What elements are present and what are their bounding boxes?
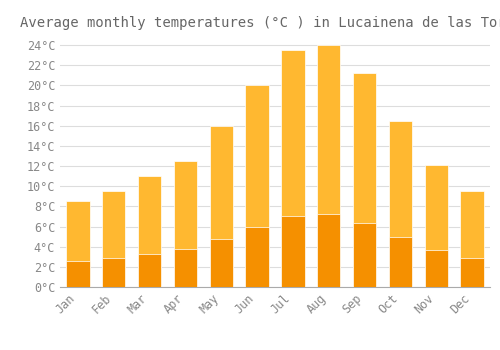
- Bar: [424, 165, 448, 287]
- Bar: [138, 254, 161, 287]
- Bar: [389, 121, 412, 287]
- Bar: [460, 191, 483, 287]
- Bar: [138, 176, 161, 287]
- Bar: [424, 250, 448, 287]
- Bar: [246, 226, 268, 287]
- Bar: [210, 239, 233, 287]
- Bar: [174, 161, 197, 287]
- Bar: [66, 201, 90, 287]
- Bar: [317, 215, 340, 287]
- Bar: [317, 45, 340, 287]
- Bar: [102, 191, 126, 287]
- Bar: [174, 249, 197, 287]
- Bar: [246, 85, 268, 287]
- Bar: [460, 258, 483, 287]
- Bar: [353, 223, 376, 287]
- Bar: [66, 261, 90, 287]
- Bar: [102, 258, 126, 287]
- Bar: [210, 126, 233, 287]
- Title: Average monthly temperatures (°C ) in Lucainena de las Torres: Average monthly temperatures (°C ) in Lu…: [20, 16, 500, 30]
- Bar: [282, 50, 304, 287]
- Bar: [353, 73, 376, 287]
- Bar: [282, 216, 304, 287]
- Bar: [389, 237, 412, 287]
